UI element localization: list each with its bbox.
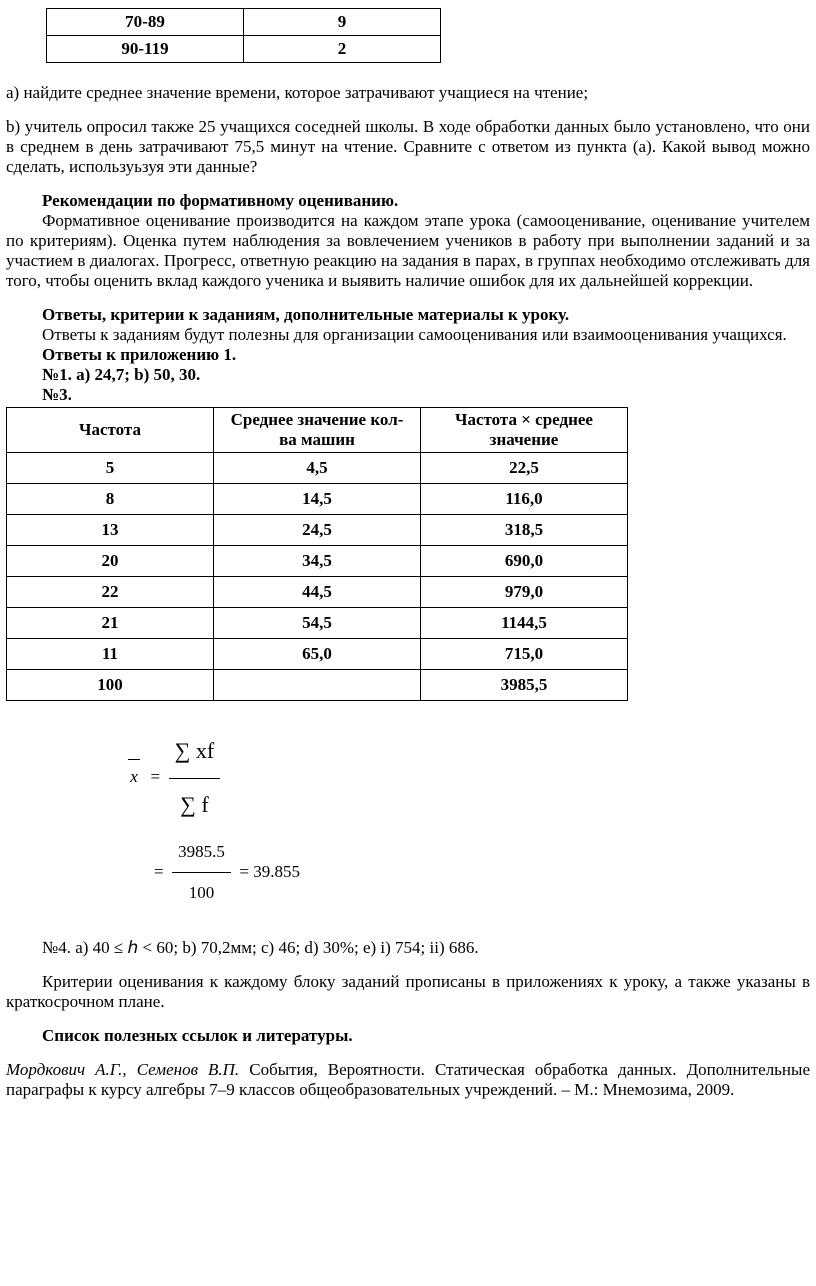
table-cell: 4,5 <box>214 453 421 484</box>
table-cell: 14,5 <box>214 484 421 515</box>
table-cell: 24,5 <box>214 515 421 546</box>
refs-heading: Список полезных ссылок и литературы. <box>6 1026 810 1046</box>
rec-block: Рекомендации по формативному оцениванию. <box>6 191 810 211</box>
table-cell: 21 <box>7 608 214 639</box>
table-header: Частота <box>7 408 214 453</box>
answers-table: ЧастотаСреднее значение кол-ва машинЧаст… <box>6 407 628 701</box>
table-cell: 8 <box>7 484 214 515</box>
table-cell: 54,5 <box>214 608 421 639</box>
ans-n4: №4. a) 40 ≤ ℎ < 60; b) 70,2мм; c) 46; d)… <box>6 938 810 958</box>
table-row: 70-899 <box>47 9 441 36</box>
rec-text: Формативное оценивание производится на к… <box>6 211 810 291</box>
question-a: a) найдите среднее значение времени, кот… <box>6 83 810 103</box>
table-cell: 65,0 <box>214 639 421 670</box>
table-cell: 34,5 <box>214 546 421 577</box>
formula-block: x = ∑ xf ∑ f = 3985.5 100 = 39.855 <box>126 725 810 914</box>
ans-app1: Ответы к приложению 1. <box>6 345 810 365</box>
question-b: b) учитель опросил также 25 учащихся сос… <box>6 117 810 177</box>
table-cell: 20 <box>7 546 214 577</box>
frac-sum: ∑ xf ∑ f <box>169 725 221 832</box>
table-row: 100 3985,5 <box>7 670 628 701</box>
table-row: 814,5116,0 <box>7 484 628 515</box>
table-cell: 116,0 <box>421 484 628 515</box>
xbar: x <box>126 757 142 798</box>
ans-n3: №3. <box>6 385 810 405</box>
table-cell: 690,0 <box>421 546 628 577</box>
table-cell: 318,5 <box>421 515 628 546</box>
table-row: 1324,5318,5 <box>7 515 628 546</box>
table-cell: 3985,5 <box>421 670 628 701</box>
table-cell: 9 <box>244 9 441 36</box>
ans-heading: Ответы, критерии к заданиям, дополнитель… <box>6 305 810 325</box>
criteria-text: Критерии оценивания к каждому блоку зада… <box>6 972 810 1012</box>
reference-1: Мордкович А.Г., Семенов В.П. События, Ве… <box>6 1060 810 1100</box>
table-cell: 70-89 <box>47 9 244 36</box>
table-cell: 715,0 <box>421 639 628 670</box>
table-cell: 100 <box>7 670 214 701</box>
frac-num: 3985.5 100 <box>172 832 231 915</box>
table-cell: 13 <box>7 515 214 546</box>
table-row: 90-1192 <box>47 36 441 63</box>
table-row: 1165,0715,0 <box>7 639 628 670</box>
table-header: Частота × среднее значение <box>421 408 628 453</box>
table-cell: 22 <box>7 577 214 608</box>
table-cell <box>214 670 421 701</box>
ans-n1: №1. a) 24,7; b) 50, 30. <box>6 365 810 385</box>
table-cell: 1144,5 <box>421 608 628 639</box>
table-row: 54,522,5 <box>7 453 628 484</box>
table-header: Среднее значение кол-ва машин <box>214 408 421 453</box>
rec-heading: Рекомендации по формативному оцениванию. <box>42 191 398 210</box>
table-cell: 90-119 <box>47 36 244 63</box>
table-row: 2244,5979,0 <box>7 577 628 608</box>
table-row: 2154,51144,5 <box>7 608 628 639</box>
ref-author: Мордкович А.Г., Семенов В.П. <box>6 1060 239 1079</box>
table-cell: 5 <box>7 453 214 484</box>
table-cell: 979,0 <box>421 577 628 608</box>
table-row: 2034,5690,0 <box>7 546 628 577</box>
table-cell: 11 <box>7 639 214 670</box>
ans-text: Ответы к заданиям будут полезны для орга… <box>6 325 810 345</box>
table-cell: 22,5 <box>421 453 628 484</box>
table-cell: 44,5 <box>214 577 421 608</box>
formula-line1: x = ∑ xf ∑ f <box>126 725 810 832</box>
top-table: 70-89990-1192 <box>46 8 441 63</box>
formula-line2: = 3985.5 100 = 39.855 <box>154 832 810 915</box>
table-cell: 2 <box>244 36 441 63</box>
